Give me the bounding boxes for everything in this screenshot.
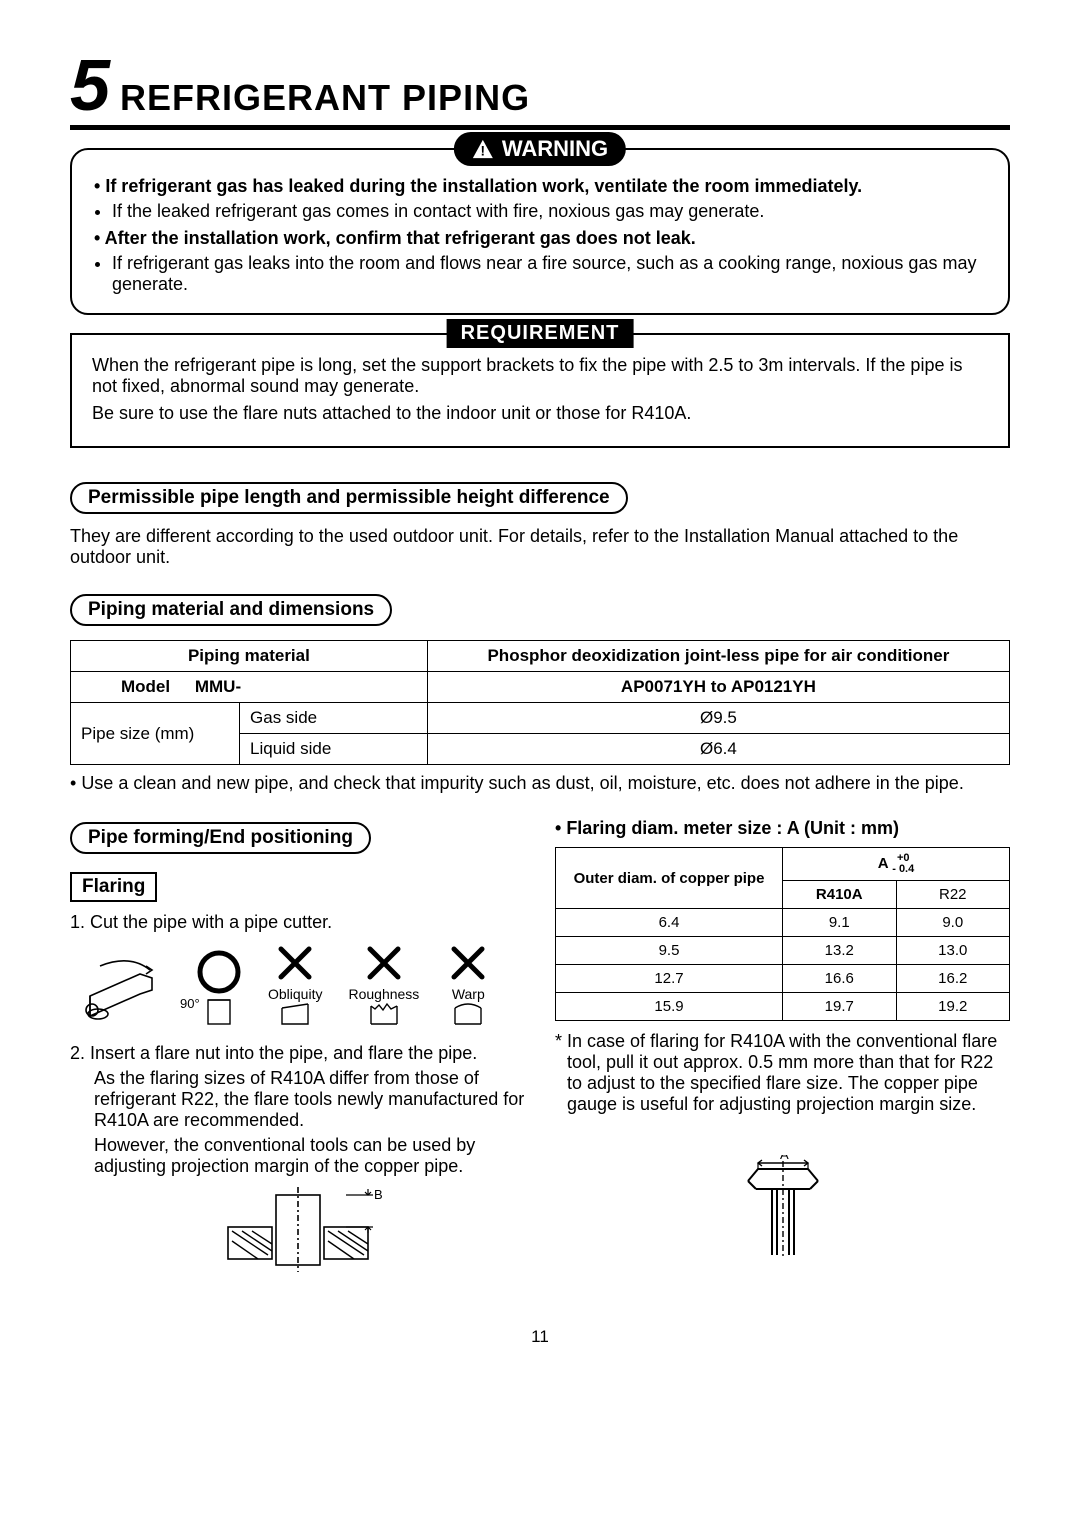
requirement-p2: Be sure to use the flare nuts attached t… [92, 403, 988, 424]
page-number: 11 [70, 1327, 1010, 1347]
pm-liq-label: Liquid side [240, 734, 428, 765]
pm-model-range: AP0071YH to AP0121YH [427, 672, 1009, 703]
pm-col-material: Piping material [71, 641, 428, 672]
warning-sub-1-text: If the leaked refrigerant gas comes in c… [112, 201, 986, 222]
cut-roughness-label: Roughness [348, 986, 419, 1002]
requirement-label: REQUIREMENT [447, 319, 634, 348]
table-row: 6.49.19.0 [556, 909, 1010, 937]
warning-label-text: WARNING [502, 136, 608, 162]
ft-col-r410a: R410A [783, 881, 897, 909]
pipe-forming-heading: Pipe forming/End positioning [70, 822, 371, 854]
flare-table: Outer diam. of copper pipe A +0 - 0.4 R4… [555, 847, 1010, 1021]
table-row: 15.919.719.2 [556, 993, 1010, 1021]
cut-obliquity: Obliquity [268, 943, 322, 1029]
pm-gas-label: Gas side [240, 703, 428, 734]
warning-label: ! WARNING [454, 132, 626, 166]
right-column: • Flaring diam. meter size : A (Unit : m… [555, 812, 1010, 1277]
a-dim-label: A [780, 1155, 789, 1162]
section-header: 5 REFRIGERANT PIPING [70, 50, 1010, 130]
ft-a-tol-bot: - 0.4 [892, 863, 914, 875]
permissible-text: They are different according to the used… [70, 526, 1010, 568]
pm-size-label: Pipe size (mm) [71, 703, 240, 765]
ft-outer-label: Outer diam. of copper pipe [556, 848, 783, 909]
cut-warp-label: Warp [445, 986, 491, 1002]
pm-col-desc: Phosphor deoxidization joint-less pipe f… [427, 641, 1009, 672]
warning-head-1: • If refrigerant gas has leaked during t… [94, 176, 986, 197]
cut-warp: Warp [445, 943, 491, 1029]
cut-obliquity-label: Obliquity [268, 986, 322, 1002]
cut-ok-label: 90° [180, 996, 200, 1011]
cut-roughness: Roughness [348, 943, 419, 1029]
left-column: Pipe forming/End positioning Flaring 1. … [70, 812, 525, 1277]
warning-head-1-text: If refrigerant gas has leaked during the… [105, 176, 862, 196]
warning-sub-1: If the leaked refrigerant gas comes in c… [94, 201, 986, 222]
section-number: 5 [70, 50, 110, 122]
cutter-diagram [80, 948, 170, 1029]
pm-gas-val: Ø9.5 [427, 703, 1009, 734]
warning-head-2: • After the installation work, confirm t… [94, 228, 986, 249]
warning-box: ! WARNING • If refrigerant gas has leake… [70, 148, 1010, 315]
svg-text:!: ! [481, 143, 486, 158]
pm-note: • Use a clean and new pipe, and check th… [70, 773, 1010, 794]
cut-ok: 90° [196, 949, 242, 1029]
pm-model-label: Model [81, 677, 170, 696]
warning-sub-2-text: If refrigerant gas leaks into the room a… [112, 253, 986, 295]
cut-diagram-row: 90° Obliquity Roughness Warp [80, 943, 525, 1029]
ft-a-cell: A +0 - 0.4 [783, 848, 1010, 881]
ft-col-r22: R22 [896, 881, 1010, 909]
pm-model-prefix: MMU- [175, 677, 241, 696]
requirement-box: REQUIREMENT When the refrigerant pipe is… [70, 333, 1010, 448]
b-label: B [374, 1187, 383, 1202]
warning-icon: ! [472, 139, 494, 159]
pm-note-text: Use a clean and new pipe, and check that… [81, 773, 964, 793]
step-2-text: Insert a flare nut into the pipe, and fl… [90, 1043, 477, 1063]
table-row: 12.716.616.2 [556, 965, 1010, 993]
pm-liq-val: Ø6.4 [427, 734, 1009, 765]
a-dim-diagram: A [555, 1155, 1010, 1270]
requirement-p1: When the refrigerant pipe is long, set t… [92, 355, 988, 397]
piping-material-table: Piping material Phosphor deoxidization j… [70, 640, 1010, 765]
section-title: REFRIGERANT PIPING [120, 77, 530, 125]
step-1: 1. Cut the pipe with a pipe cutter. [70, 912, 525, 933]
step-2-p1: As the flaring sizes of R410A differ fro… [94, 1068, 525, 1131]
ft-a-tol: +0 - 0.4 [892, 853, 914, 875]
warning-head-2-text: After the installation work, confirm tha… [105, 228, 696, 248]
table-row: 9.513.213.0 [556, 937, 1010, 965]
flare-table-heading-text: Flaring diam. meter size : A (Unit : mm) [566, 818, 899, 838]
warning-sub-2: If refrigerant gas leaks into the room a… [94, 253, 986, 295]
ft-a-label: A [878, 855, 888, 872]
step-2: 2. Insert a flare nut into the pipe, and… [70, 1043, 525, 1064]
step-2-p2: However, the conventional tools can be u… [94, 1135, 525, 1177]
flare-table-heading: • Flaring diam. meter size : A (Unit : m… [555, 818, 1010, 839]
b-margin-diagram: B [70, 1187, 525, 1277]
permissible-heading: Permissible pipe length and permissible … [70, 482, 628, 514]
two-column-area: Pipe forming/End positioning Flaring 1. … [70, 812, 1010, 1277]
flaring-heading: Flaring [70, 872, 157, 902]
flare-note: * In case of flaring for R410A with the … [555, 1031, 1010, 1115]
step-1-text: Cut the pipe with a pipe cutter. [90, 912, 332, 932]
flare-note-text: In case of flaring for R410A with the co… [567, 1031, 997, 1114]
piping-material-heading: Piping material and dimensions [70, 594, 392, 626]
